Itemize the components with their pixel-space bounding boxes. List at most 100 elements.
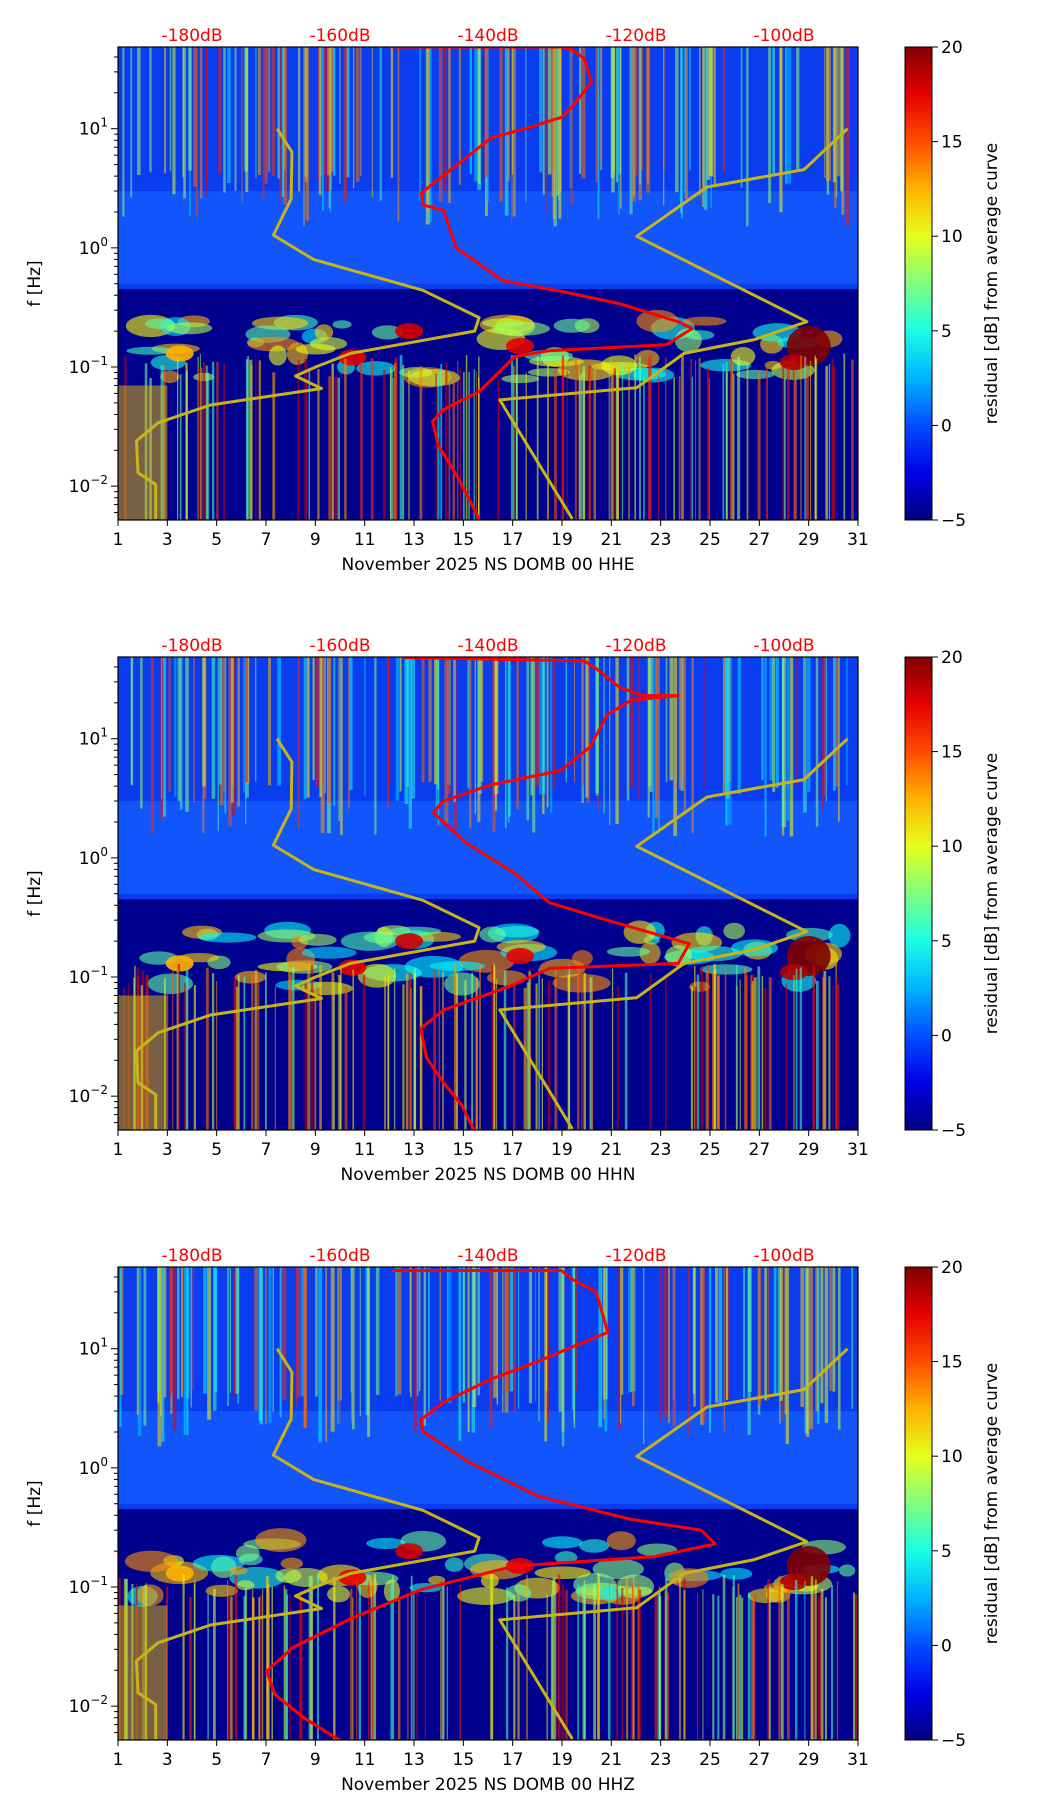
y-tick-label: 10−2: [69, 1083, 108, 1107]
heatmap-stripe: [550, 1594, 553, 1740]
heatmap-stripe: [230, 1596, 233, 1740]
heatmap-stripe: [119, 1267, 122, 1427]
x-tick-label: 17: [502, 1750, 524, 1770]
heatmap-stripe: [371, 1574, 375, 1740]
heatmap-hotspot: [779, 1574, 808, 1591]
heatmap-stripe: [391, 1575, 395, 1740]
heatmap-stripe: [190, 1267, 193, 1408]
top-axis-db-label: -120dB: [605, 26, 666, 46]
heatmap-stripe: [598, 1267, 603, 1428]
x-tick-label: 15: [453, 1140, 475, 1160]
heatmap-stripe: [493, 966, 496, 1130]
heatmap-stripe: [149, 47, 152, 173]
colorbar-label: residual [dB] from average curve: [982, 1363, 1002, 1644]
heatmap-stripe: [836, 47, 841, 177]
heatmap-stripe: [534, 1267, 537, 1402]
heatmap-stripe: [207, 1267, 211, 1420]
x-tick-label: 11: [354, 1140, 376, 1160]
top-axis-db-label: -180dB: [161, 26, 222, 46]
heatmap-stripe: [333, 1577, 336, 1740]
heatmap-stripe: [304, 358, 308, 520]
heatmap-stripe: [552, 657, 556, 789]
heatmap-stripe: [683, 1589, 686, 1740]
heatmap-stripe: [504, 47, 509, 216]
heatmap-stripe: [785, 1267, 789, 1444]
heatmap-stripe: [505, 1267, 510, 1393]
heatmap-stripe: [304, 983, 308, 1130]
heatmap-stripe: [559, 47, 562, 192]
heatmap-stripe: [528, 1267, 533, 1404]
heatmap-stripe: [639, 47, 643, 171]
heatmap-stripe: [579, 373, 582, 520]
heatmap-stripe: [852, 1592, 856, 1740]
x-tick-label: 29: [798, 530, 820, 550]
heatmap-stripe: [555, 1583, 557, 1740]
heatmap-stripe: [277, 47, 280, 179]
heatmap-stripe: [340, 968, 342, 1130]
heatmap-stripe: [743, 1267, 746, 1399]
heatmap-stripe: [479, 965, 481, 1130]
heatmap-stripe: [338, 657, 340, 821]
heatmap-stripe: [795, 968, 798, 1130]
heatmap-stripe: [639, 47, 641, 185]
heatmap-stripe: [621, 1267, 624, 1395]
heatmap-stripe: [557, 1574, 561, 1740]
heatmap-stripe: [769, 657, 773, 781]
x-tick-label: 5: [211, 530, 222, 550]
heatmap-stripe: [792, 357, 795, 520]
heatmap-stripe: [254, 970, 258, 1130]
y-tick-label: 101: [79, 116, 108, 140]
heatmap-stripe: [843, 353, 846, 520]
colorbar-tick-label: 20: [941, 648, 963, 668]
heatmap-stripe: [694, 986, 698, 1130]
top-axis-db-label: -160dB: [309, 1246, 370, 1266]
heatmap-stripe: [809, 1267, 813, 1430]
heatmap-stripe: [183, 47, 186, 199]
heatmap-stripe: [324, 657, 327, 794]
heatmap-blob: [366, 1537, 406, 1549]
heatmap-stripe: [836, 47, 838, 198]
heatmap-stripe: [244, 1587, 248, 1740]
top-axis-db-label: -140dB: [457, 1246, 518, 1266]
heatmap-stripe: [478, 47, 481, 184]
heatmap-stripe: [282, 1267, 287, 1401]
top-axis-db-label: -140dB: [457, 636, 518, 656]
heatmap-stripe: [526, 657, 530, 821]
heatmap-stripe: [359, 1267, 361, 1417]
heatmap-blob: [332, 320, 352, 329]
colorbar: [904, 656, 933, 1131]
heatmap-stripe: [229, 1267, 232, 1393]
heatmap-stripe: [561, 1584, 565, 1740]
heatmap-stripe: [457, 360, 459, 520]
heatmap-stripe: [826, 47, 828, 182]
heatmap-stripe: [646, 47, 650, 184]
colorbar-tick-label: 0: [941, 1026, 952, 1046]
heatmap-blob: [615, 1574, 655, 1599]
heatmap-stripe: [312, 657, 315, 781]
heatmap-blob: [388, 926, 442, 936]
y-tick-label: 10−2: [69, 1693, 108, 1717]
heatmap-stripe: [387, 974, 390, 1130]
heatmap-stripe: [768, 1585, 771, 1740]
heatmap-stripe: [637, 1586, 640, 1740]
x-tick-label: 25: [699, 530, 721, 550]
x-tick-label: 3: [162, 1140, 173, 1160]
heatmap-stripe: [296, 1267, 301, 1397]
heatmap-stripe: [629, 47, 633, 215]
heatmap-stripe: [815, 980, 819, 1130]
x-tick-label: 9: [310, 1140, 321, 1160]
heatmap-stripe: [817, 1596, 819, 1740]
heatmap-stripe: [532, 657, 536, 833]
top-axis-db-label: -160dB: [309, 26, 370, 46]
heatmap-stripe: [583, 371, 585, 520]
x-tick-label: 21: [601, 530, 623, 550]
heatmap-stripe: [308, 1576, 312, 1740]
heatmap-stripe: [815, 1579, 817, 1740]
heatmap-stripe: [478, 657, 482, 795]
heatmap-stripe: [227, 1267, 229, 1406]
heatmap-blob: [553, 318, 590, 333]
heatmap-stripe: [626, 657, 630, 801]
heatmap-stripe: [631, 1267, 635, 1407]
heatmap-stripe: [303, 657, 307, 800]
heatmap-stripe: [245, 657, 249, 783]
